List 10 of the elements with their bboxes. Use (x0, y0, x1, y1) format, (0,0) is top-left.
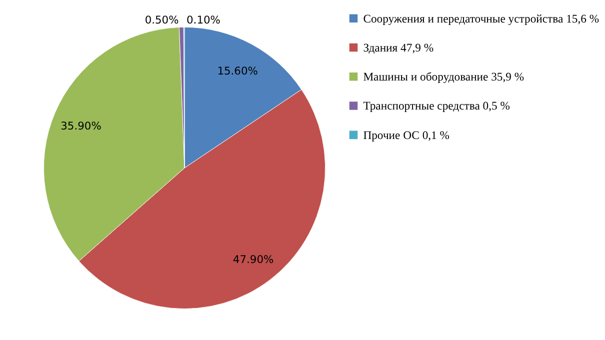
legend-label: Транспортные средства 0,5 % (363, 100, 510, 113)
data-label: 0.50% (144, 13, 179, 26)
legend-label: Машины и оборудование 35,9 % (363, 70, 524, 84)
data-label: 0.10% (186, 13, 220, 26)
legend-label: Здания 47,9 % (363, 41, 434, 54)
legend-label: Сооружения и передаточные устройства 15,6 % (363, 12, 600, 26)
legend-label: Прочие ОС 0,1 % (363, 128, 450, 142)
data-label: 47.90% (232, 253, 274, 266)
data-label: 15.60% (217, 64, 258, 78)
data-label: 35.90% (60, 119, 102, 132)
